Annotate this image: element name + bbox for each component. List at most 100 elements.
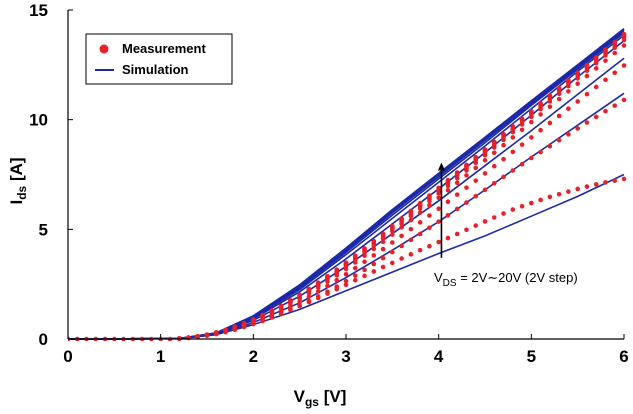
- measurement-point: [417, 231, 423, 237]
- measurement-point: [427, 202, 432, 208]
- measurement-point: [195, 334, 201, 339]
- y-axis-title: Ids [A]: [7, 157, 29, 204]
- measurement-point: [491, 180, 497, 186]
- measurement-point: [436, 185, 441, 191]
- measurement-point: [417, 247, 423, 253]
- measurement-point: [510, 207, 516, 212]
- plot-area: [68, 27, 627, 341]
- measurement-point: [584, 91, 590, 97]
- simulation-line-vds-8: [68, 40, 625, 340]
- measurement-point: [371, 246, 377, 252]
- measurement-point: [575, 126, 580, 131]
- measurement-point: [334, 277, 340, 283]
- measurement-point: [408, 208, 414, 214]
- measurement-point: [306, 298, 312, 304]
- measurement-point: [510, 124, 516, 129]
- measurement-point: [593, 66, 599, 71]
- measurement-point: [223, 327, 228, 333]
- vds-annotation: VDS = 2V∼20V (2V step): [434, 162, 578, 289]
- measurement-point: [547, 143, 553, 149]
- measurement-point: [297, 292, 302, 298]
- measurement-point: [454, 192, 460, 197]
- measurement-point: [251, 317, 256, 322]
- measurement-point: [556, 113, 562, 119]
- measurement-point: [473, 193, 479, 199]
- measurement-point: [325, 273, 330, 279]
- measurement-point: [519, 116, 525, 122]
- measurement-point: [621, 97, 627, 103]
- vds-arrow-head: [437, 162, 445, 171]
- measurement-point: [464, 173, 469, 178]
- measurement-point: [538, 101, 543, 106]
- measurement-point: [325, 289, 330, 294]
- measurement-point: [343, 271, 349, 277]
- measurement-point: [612, 39, 618, 45]
- measurement-point: [269, 308, 275, 313]
- axis-titles: Vgs [V] Ids [A]: [7, 157, 346, 409]
- measurement-point: [566, 106, 571, 111]
- measurement-point: [399, 216, 404, 221]
- measurement-point: [593, 182, 599, 187]
- measurement-point: [343, 260, 349, 265]
- measurement-point: [547, 104, 553, 110]
- measurement-point: [501, 142, 506, 148]
- measurement-point: [519, 204, 525, 209]
- measurement-point: [464, 185, 469, 190]
- measurement-point: [464, 227, 469, 233]
- measurement-point: [297, 302, 302, 308]
- measurement-point: [482, 187, 488, 193]
- measurement-point: [315, 280, 321, 285]
- measurement-point: [445, 187, 451, 193]
- measurement-point: [621, 176, 627, 182]
- measurement-point: [556, 85, 562, 91]
- measurement-point: [491, 163, 497, 169]
- measurement-point: [529, 135, 534, 140]
- measurement-point: [584, 120, 590, 125]
- y-tick-label: 10: [29, 111, 48, 130]
- measurement-point: [566, 132, 571, 137]
- measurement-point: [482, 147, 488, 152]
- measurement-point: [232, 324, 238, 330]
- measurement-point: [380, 264, 386, 270]
- measurement-point: [612, 70, 618, 76]
- x-tick-label: 5: [527, 347, 536, 366]
- measurement-point: [454, 180, 460, 186]
- measurement-point: [603, 77, 608, 83]
- measurement-point: [399, 243, 404, 249]
- measurement-point: [436, 195, 441, 201]
- measurement-point: [352, 273, 358, 278]
- vds-annotation-text: VDS = 2V∼20V (2V step): [434, 270, 578, 289]
- measurement-point: [445, 212, 451, 218]
- measurement-point: [501, 156, 506, 162]
- measurement-point: [390, 240, 395, 245]
- measurement-point: [529, 108, 534, 114]
- measurement-point: [362, 259, 367, 265]
- measurement-point: [427, 193, 432, 198]
- measurement-point: [352, 265, 358, 271]
- measurement-point: [399, 233, 404, 239]
- measurement-point: [371, 261, 377, 267]
- measurement-point: [501, 174, 506, 180]
- x-tick-label: 1: [156, 347, 165, 366]
- measurement-point: [584, 184, 590, 189]
- measurement-point: [408, 252, 414, 257]
- measurement-point: [362, 273, 367, 279]
- measurement-point: [621, 43, 627, 48]
- legend-simulation-label: Simulation: [122, 62, 189, 77]
- measurement-point: [315, 294, 321, 299]
- measurement-point: [603, 108, 608, 114]
- measurement-point: [454, 206, 460, 212]
- x-tick-label: 3: [341, 347, 350, 366]
- measurement-point: [547, 93, 553, 99]
- vds-subscript: DS: [443, 278, 457, 289]
- measurement-point: [510, 135, 516, 140]
- measurement-point: [593, 114, 599, 120]
- measurement-point: [408, 217, 414, 223]
- y-tick-label: 5: [39, 220, 48, 239]
- measurement-point: [556, 137, 562, 143]
- measurement-point: [603, 180, 608, 185]
- measurement-point: [427, 225, 432, 231]
- measurement-point: [306, 286, 312, 292]
- measurement-point: [566, 189, 571, 194]
